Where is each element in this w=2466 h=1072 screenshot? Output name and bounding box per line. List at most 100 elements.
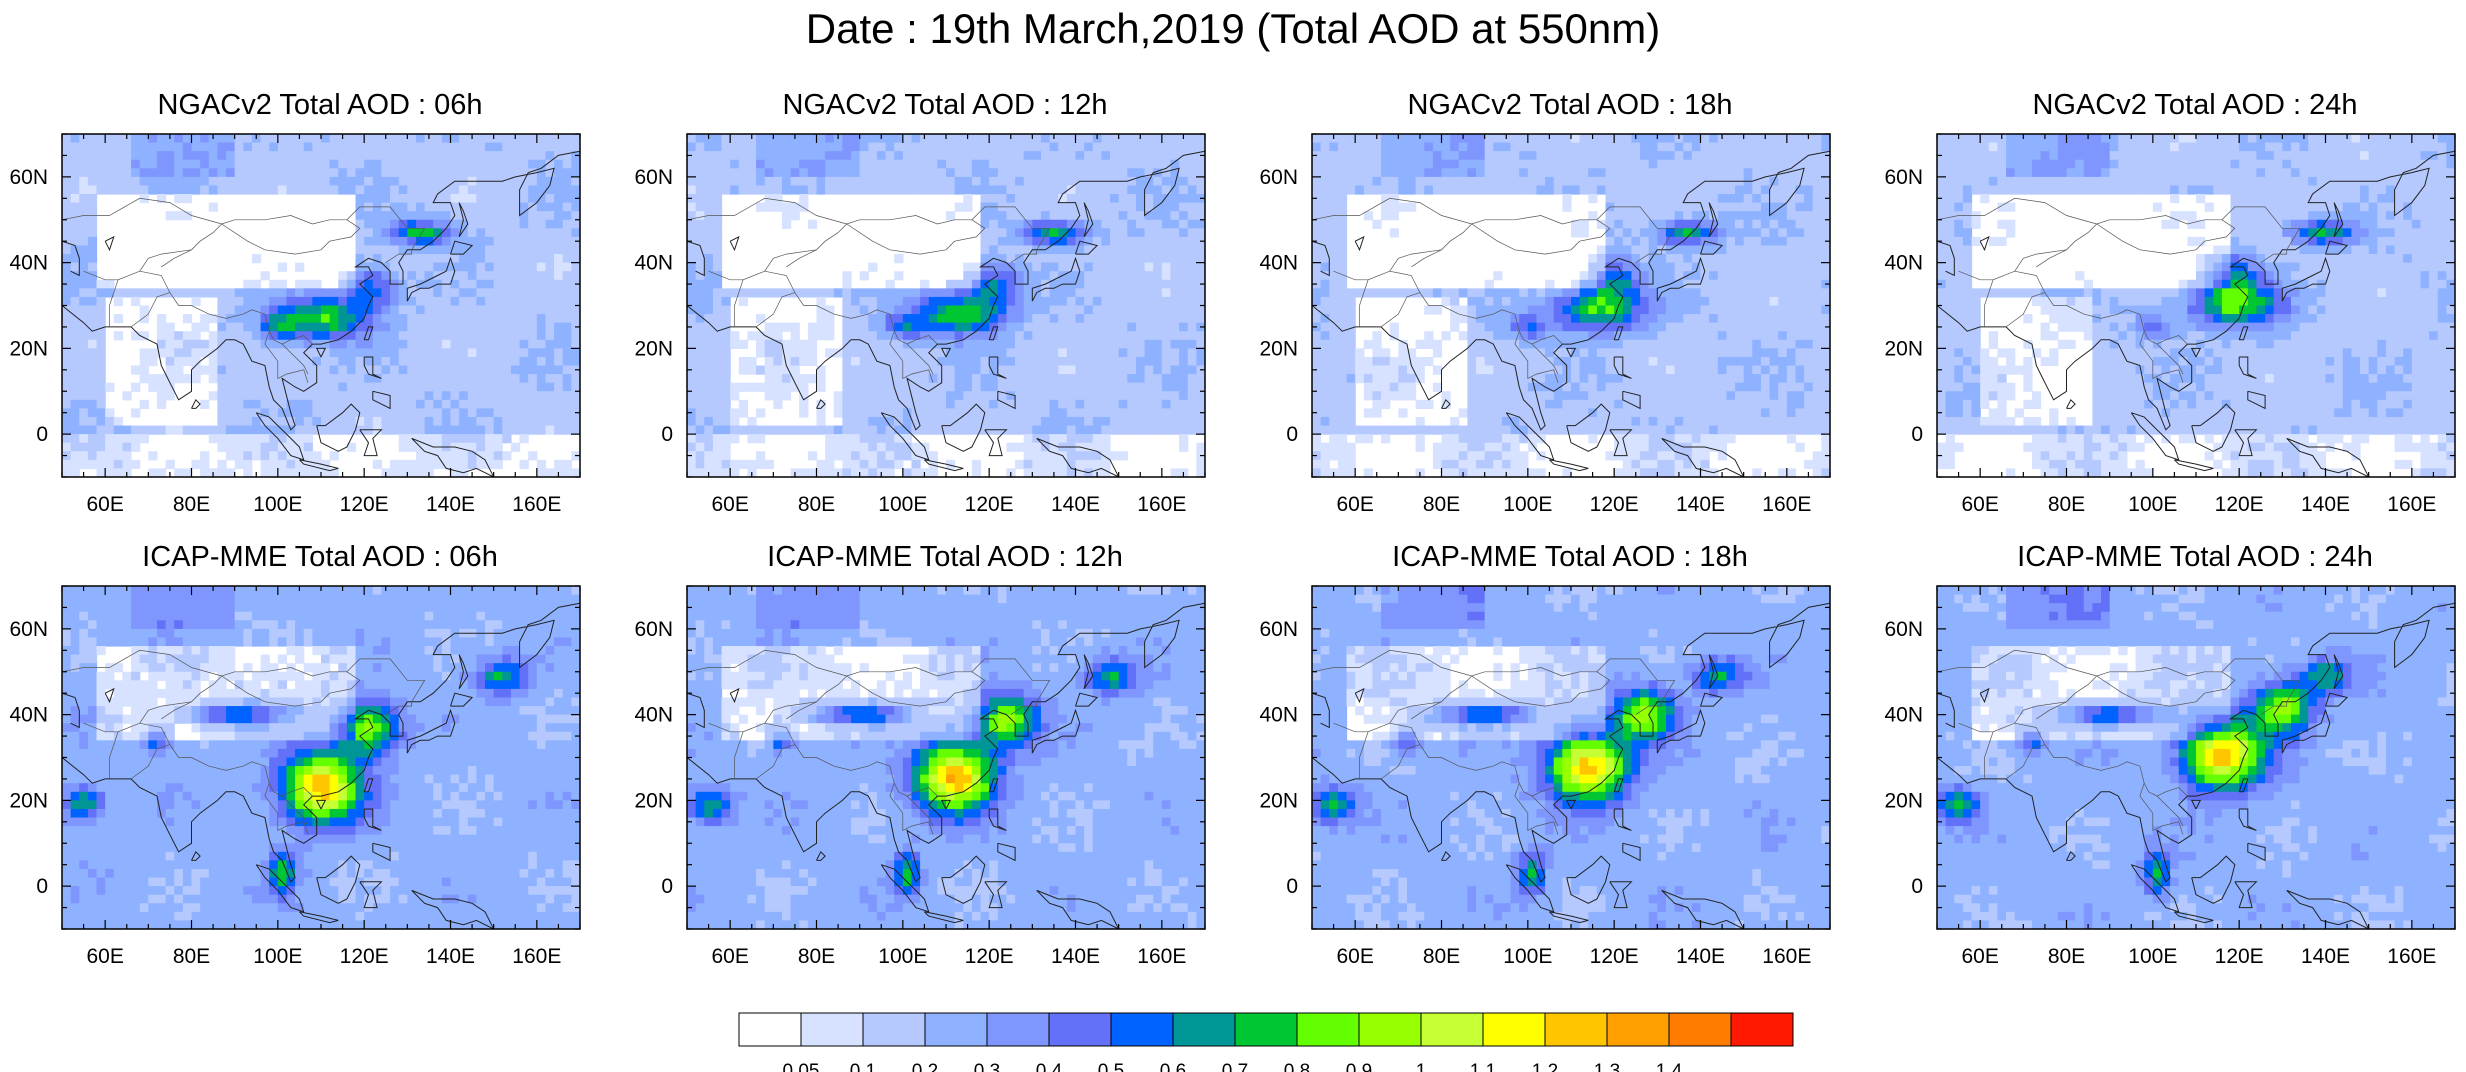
colorbar-label: 0.4 [1036,1061,1063,1072]
y-tick-label: 60N [9,166,48,189]
colorbar-swatch [1173,1013,1235,1046]
x-tick-label: 80E [173,945,210,968]
colorbar-label: 0.7 [1222,1061,1248,1072]
y-tick-label: 60N [1884,618,1923,641]
y-tick-label: 0 [1286,875,1298,898]
x-tick-label: 60E [1336,493,1373,516]
colorbar-swatch [863,1013,925,1046]
y-tick-label: 40N [1259,704,1298,727]
x-tick-label: 140E [2301,493,2350,516]
x-tick-label: 140E [426,493,475,516]
x-tick-label: 100E [253,945,302,968]
x-tick-label: 80E [2048,945,2085,968]
x-tick-label: 160E [2387,493,2436,516]
x-tick-label: 140E [1051,945,1100,968]
y-tick-label: 0 [661,423,673,446]
colorbar-swatch [925,1013,987,1046]
x-tick-label: 140E [1676,945,1725,968]
y-tick-label: 20N [1259,789,1298,812]
colorbar-label: 1.4 [1656,1061,1683,1072]
colorbar-label: 1.2 [1532,1061,1558,1072]
x-tick-label: 120E [2215,493,2264,516]
y-tick-label: 40N [9,704,48,727]
y-tick-label: 0 [36,875,48,898]
x-tick-label: 60E [1961,945,1998,968]
x-tick-label: 60E [1336,945,1373,968]
y-tick-label: 0 [1911,875,1923,898]
x-tick-label: 100E [2128,493,2177,516]
x-tick-label: 160E [1137,945,1186,968]
colorbar-label: 0.05 [783,1061,820,1072]
y-tick-label: 40N [634,704,673,727]
x-tick-label: 100E [2128,945,2177,968]
x-tick-label: 120E [340,493,389,516]
x-tick-label: 160E [1762,945,1811,968]
colorbar-swatch [1483,1013,1545,1046]
colorbar-label: 0.8 [1284,1061,1310,1072]
colorbar-swatch [1359,1013,1421,1046]
x-tick-label: 100E [253,493,302,516]
colorbar-swatch [739,1013,801,1046]
y-tick-label: 40N [1884,252,1923,275]
y-tick-label: 40N [634,252,673,275]
x-tick-label: 160E [2387,945,2436,968]
y-tick-label: 40N [1884,704,1923,727]
colorbar-swatch [1545,1013,1607,1046]
y-tick-label: 20N [9,789,48,812]
y-tick-label: 40N [1259,252,1298,275]
x-tick-label: 80E [1423,945,1460,968]
x-tick-label: 60E [711,945,748,968]
colorbar-label: 1.3 [1594,1061,1620,1072]
colorbar-label: 0.3 [974,1061,1000,1072]
x-tick-label: 140E [426,945,475,968]
colorbar-label: 1.1 [1470,1061,1496,1072]
colorbar-swatch [987,1013,1049,1046]
x-tick-label: 100E [1503,945,1552,968]
x-tick-label: 100E [878,493,927,516]
y-tick-label: 0 [661,875,673,898]
colorbar-swatch [1111,1013,1173,1046]
x-tick-label: 120E [1590,945,1639,968]
x-tick-label: 60E [1961,493,1998,516]
colorbar-label: 0.2 [912,1061,938,1072]
y-tick-label: 20N [1884,789,1923,812]
x-tick-label: 120E [965,945,1014,968]
colorbar-label: 0.1 [850,1061,876,1072]
y-tick-label: 60N [634,618,673,641]
y-tick-label: 60N [1259,166,1298,189]
colorbar-label: 1 [1416,1061,1427,1072]
y-tick-label: 0 [1286,423,1298,446]
x-tick-label: 160E [512,493,561,516]
y-tick-label: 60N [634,166,673,189]
x-tick-label: 80E [798,493,835,516]
x-tick-label: 80E [798,945,835,968]
x-tick-label: 120E [1590,493,1639,516]
colorbar-swatch [1235,1013,1297,1046]
colorbar-swatch [1731,1013,1793,1046]
x-tick-label: 60E [86,945,123,968]
y-tick-label: 40N [9,252,48,275]
y-tick-label: 20N [634,789,673,812]
x-tick-label: 60E [711,493,748,516]
y-tick-label: 20N [1259,337,1298,360]
colorbar-swatch [1297,1013,1359,1046]
x-tick-label: 80E [173,493,210,516]
y-tick-label: 20N [9,337,48,360]
y-tick-label: 0 [1911,423,1923,446]
